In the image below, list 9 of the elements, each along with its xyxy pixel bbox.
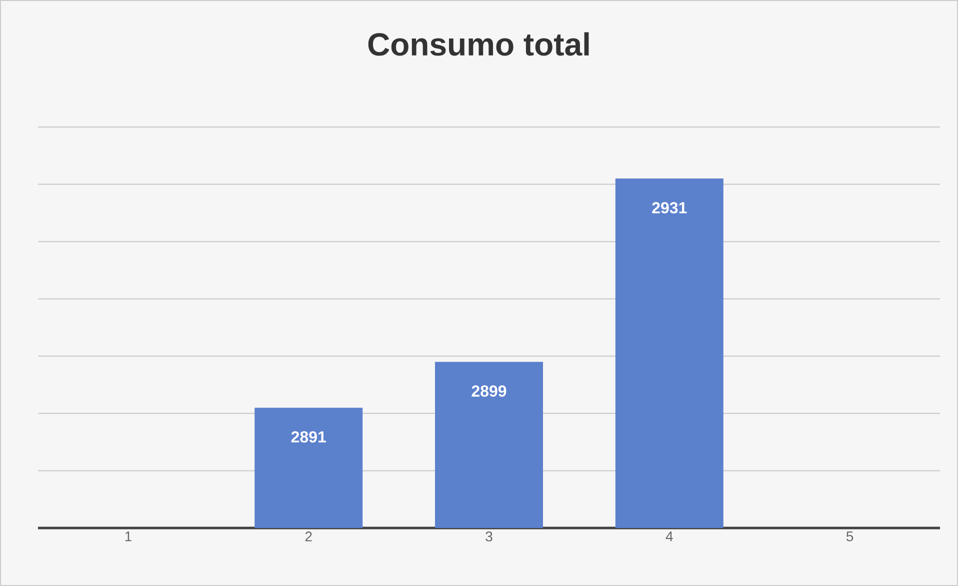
x-tick-label: 2 [305, 532, 312, 542]
x-tick-label: 5 [846, 532, 854, 542]
x-tick-label: 1 [125, 532, 132, 542]
chart-title: Consumo total [368, 32, 589, 56]
x-tick-label: 4 [666, 532, 673, 542]
x-tick-label: 3 [486, 532, 492, 542]
data-label: 2899 [472, 385, 506, 397]
data-label: 2891 [291, 431, 326, 443]
data-label: 2931 [652, 202, 687, 214]
